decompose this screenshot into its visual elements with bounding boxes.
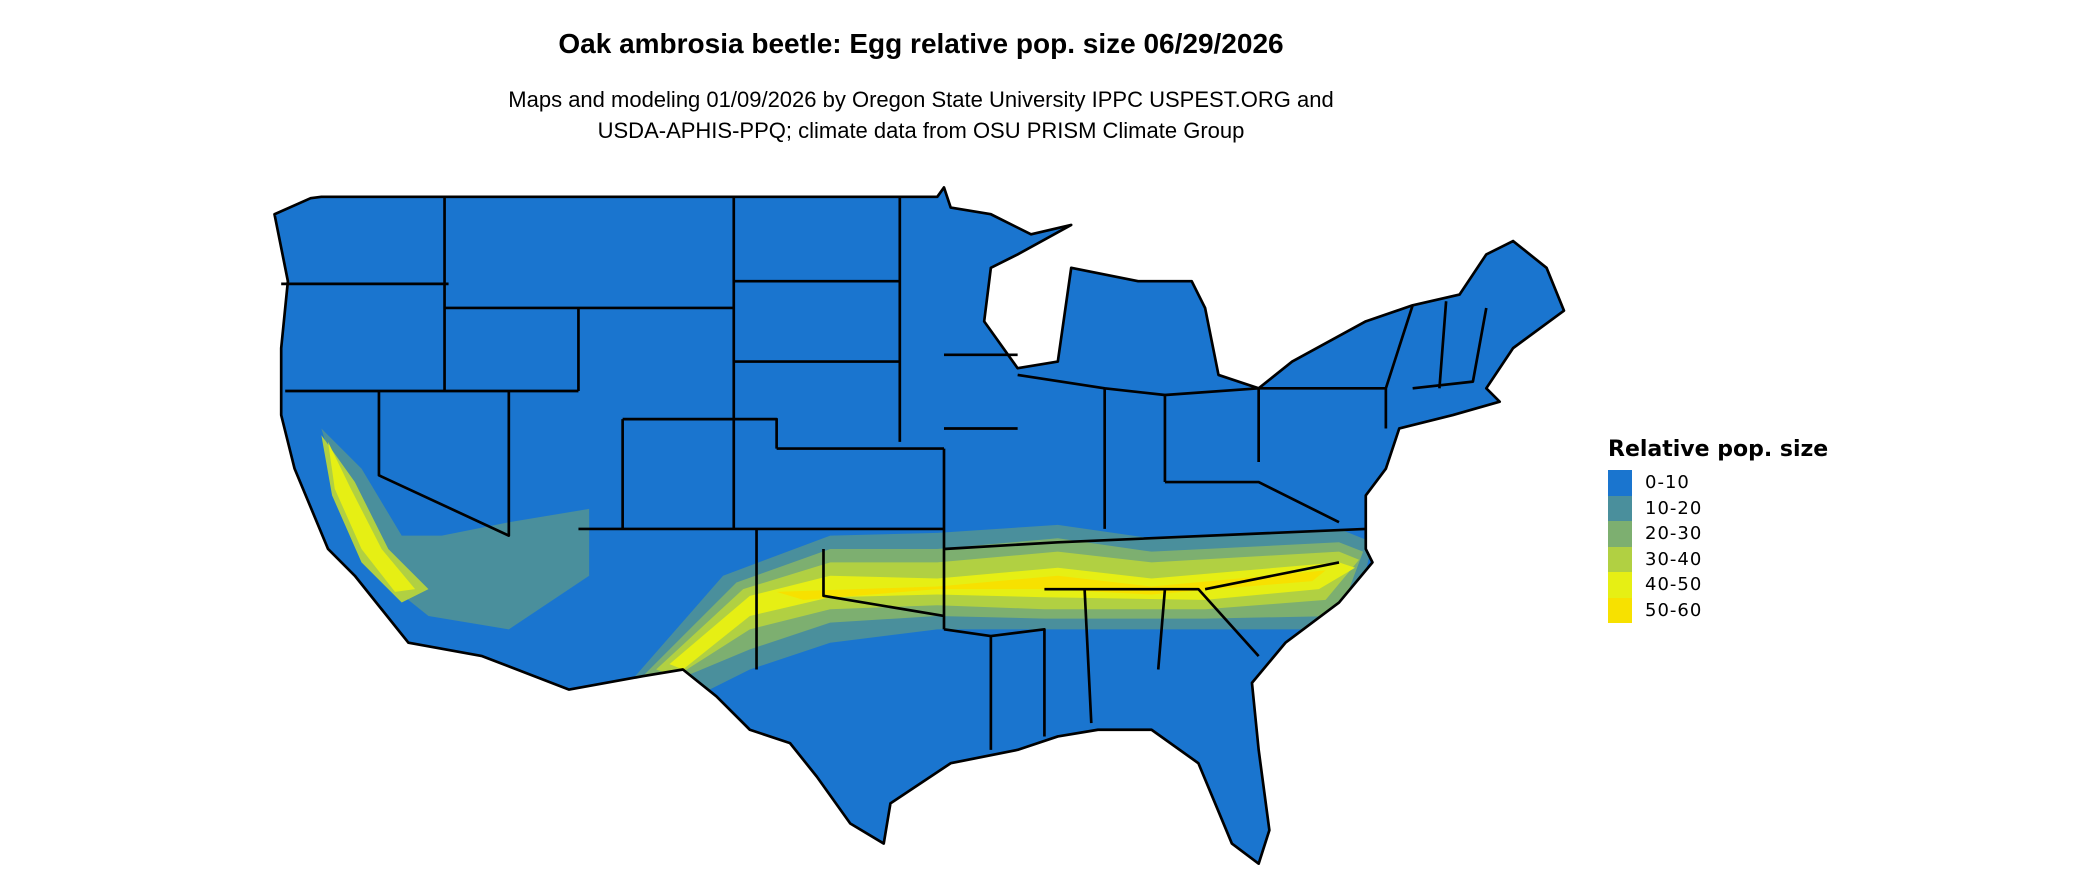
legend-label: 30-40 — [1645, 548, 1703, 570]
legend-label: 0-10 — [1645, 472, 1690, 494]
legend-swatch — [1608, 521, 1632, 547]
legend-swatch — [1608, 597, 1632, 623]
legend-item: 30-40 — [1608, 546, 1828, 572]
legend-label: 20-30 — [1645, 523, 1703, 545]
legend-swatch — [1608, 572, 1632, 598]
legend-label: 50-60 — [1645, 599, 1703, 621]
legend-title: Relative pop. size — [1608, 437, 1829, 462]
map-title: Oak ambrosia beetle: Egg relative pop. s… — [558, 28, 1284, 59]
state-boundaries — [273, 186, 1566, 865]
legend-label: 10-20 — [1645, 497, 1703, 519]
legend-swatch — [1608, 495, 1632, 521]
legend-item: 0-10 — [1608, 470, 1828, 496]
subtitle-line-2: USDA-APHIS-PPQ; climate data from OSU PR… — [597, 118, 1245, 143]
map-subtitle: Maps and modeling 01/09/2026 by Oregon S… — [0, 84, 1842, 146]
region-50-60 — [776, 570, 1326, 600]
legend-swatch — [1608, 546, 1632, 572]
legend: Relative pop. size 0-10 10-20 20-30 30-40 40… — [1608, 437, 1828, 623]
legend-swatch — [1608, 470, 1632, 496]
subtitle-line-1: Maps and modeling 01/09/2026 by Oregon S… — [508, 87, 1334, 112]
legend-label: 40-50 — [1645, 574, 1703, 596]
legend-item: 20-30 — [1608, 521, 1828, 547]
legend-item: 50-60 — [1608, 597, 1828, 623]
legend-item: 40-50 — [1608, 572, 1828, 598]
legend-item: 10-20 — [1608, 495, 1828, 521]
